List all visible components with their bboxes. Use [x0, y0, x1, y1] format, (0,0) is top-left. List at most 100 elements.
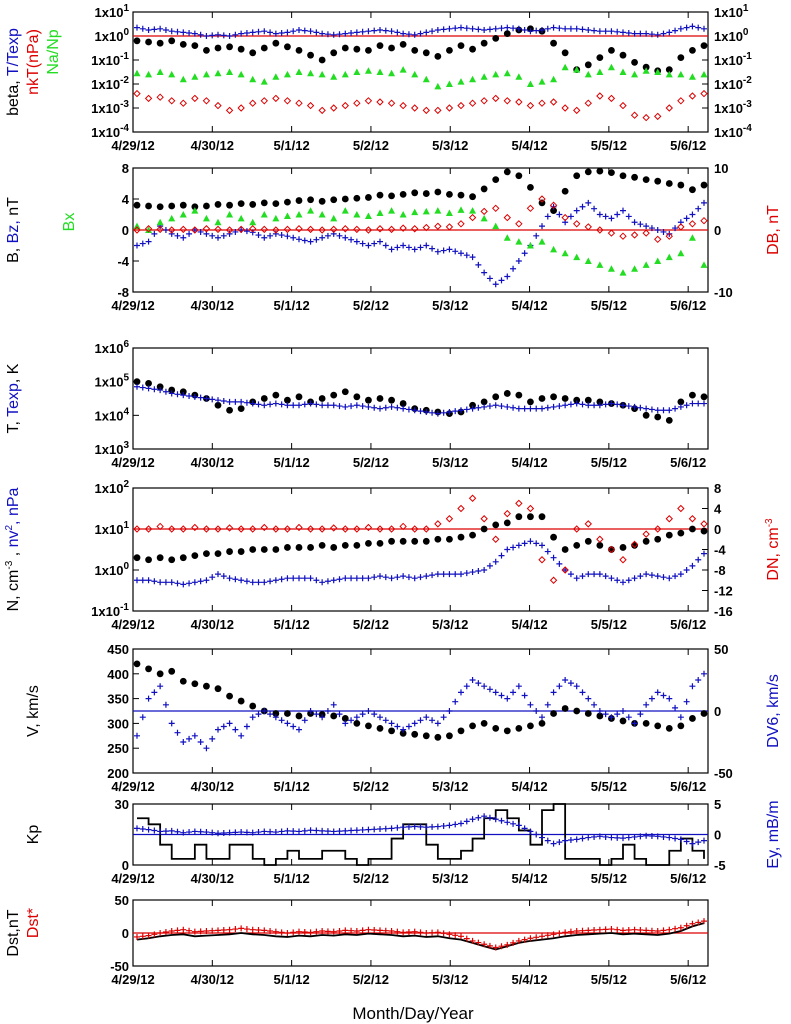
- data-point: [556, 930, 563, 937]
- data-point: [284, 710, 291, 717]
- tick-label: 400: [107, 667, 129, 682]
- data-point: [139, 240, 146, 247]
- data-point: [648, 31, 655, 38]
- data-point: [238, 577, 245, 584]
- data-point: [510, 25, 517, 32]
- right-axis-label: DB, nT: [765, 205, 782, 255]
- data-point: [388, 207, 396, 214]
- data-point: [620, 579, 626, 586]
- x-tick-label: 4/29/12: [111, 617, 154, 632]
- data-point: [538, 238, 546, 245]
- data-point: [550, 689, 557, 696]
- data-point: [307, 69, 315, 77]
- data-point: [688, 515, 697, 523]
- data-point: [232, 31, 239, 38]
- data-point: [642, 67, 650, 74]
- data-point: [515, 391, 523, 399]
- data-point: [348, 575, 355, 582]
- tick-label: 350: [107, 692, 129, 707]
- data-point: [156, 383, 164, 391]
- data-point: [225, 524, 234, 532]
- data-point: [283, 212, 291, 220]
- data-point: [353, 827, 360, 834]
- data-point: [492, 25, 499, 32]
- data-point: [585, 27, 592, 33]
- data-point: [405, 574, 412, 581]
- data-point: [422, 537, 430, 545]
- y-axis-label: T, Texp, K: [5, 363, 22, 433]
- data-point: [666, 575, 673, 582]
- data-point: [544, 701, 551, 708]
- data-point: [139, 714, 146, 721]
- data-point: [290, 402, 297, 409]
- data-point: [249, 702, 257, 710]
- data-point: [549, 576, 558, 584]
- data-point: [596, 402, 603, 409]
- data-point: [561, 705, 569, 712]
- data-point: [411, 730, 419, 738]
- data-point: [306, 225, 315, 234]
- data-point: [591, 571, 598, 578]
- data-point: [186, 30, 193, 36]
- data-point: [238, 30, 245, 37]
- data-point: [677, 54, 685, 61]
- data-point: [544, 932, 551, 939]
- data-point: [162, 828, 169, 835]
- data-point: [283, 225, 292, 234]
- data-point: [665, 515, 673, 523]
- tick-label: 0: [714, 704, 721, 719]
- data-point: [237, 104, 245, 112]
- data-point: [538, 78, 546, 85]
- data-point: [330, 524, 338, 532]
- data-point: [272, 94, 280, 103]
- data-point: [666, 695, 673, 702]
- data-point: [318, 542, 326, 549]
- data-point: [642, 411, 650, 419]
- data-point: [486, 26, 493, 33]
- data-point: [457, 504, 465, 513]
- data-point: [145, 379, 152, 387]
- data-point: [515, 98, 523, 106]
- y-axis-label: Na/Np: [45, 29, 62, 74]
- data-point: [660, 574, 667, 581]
- panel-dst: 4/29/12 4/30/12 5/1/12 5/2/12 5/3/12 5/4/12 5/…: [5, 893, 709, 987]
- data-point: [527, 28, 534, 35]
- tick-label: 50: [714, 642, 728, 657]
- data-point: [423, 930, 430, 936]
- x-tick-label: 5/2/12: [353, 455, 389, 470]
- data-point: [550, 403, 557, 410]
- data-point: [585, 199, 592, 206]
- data-point: [607, 94, 616, 103]
- x-tick-label: 4/29/12: [111, 779, 154, 794]
- data-point: [330, 31, 337, 38]
- data-point: [313, 928, 320, 935]
- data-point: [307, 400, 314, 407]
- data-point: [197, 739, 204, 745]
- data-point: [267, 232, 274, 239]
- x-tick-label: 5/3/12: [432, 779, 468, 794]
- data-point: [665, 232, 673, 240]
- data-point: [197, 578, 204, 585]
- data-point: [434, 82, 442, 90]
- data-point: [596, 571, 603, 578]
- data-point: [683, 24, 690, 31]
- data-point: [134, 933, 140, 940]
- data-point: [620, 708, 626, 714]
- x-tick-label: 5/3/12: [432, 871, 468, 886]
- data-point: [689, 23, 696, 30]
- data-point: [156, 93, 164, 101]
- data-point: [157, 683, 164, 690]
- data-point: [168, 386, 176, 394]
- data-point: [295, 197, 303, 204]
- data-point: [145, 556, 152, 564]
- data-point: [700, 393, 708, 401]
- data-point: [319, 234, 326, 241]
- data-point: [243, 829, 250, 836]
- data-point: [619, 232, 627, 240]
- data-point: [446, 535, 453, 543]
- data-point: [376, 539, 384, 547]
- data-point: [573, 575, 580, 582]
- data-point: [475, 939, 482, 946]
- data-point: [584, 537, 592, 545]
- data-point: [654, 257, 662, 264]
